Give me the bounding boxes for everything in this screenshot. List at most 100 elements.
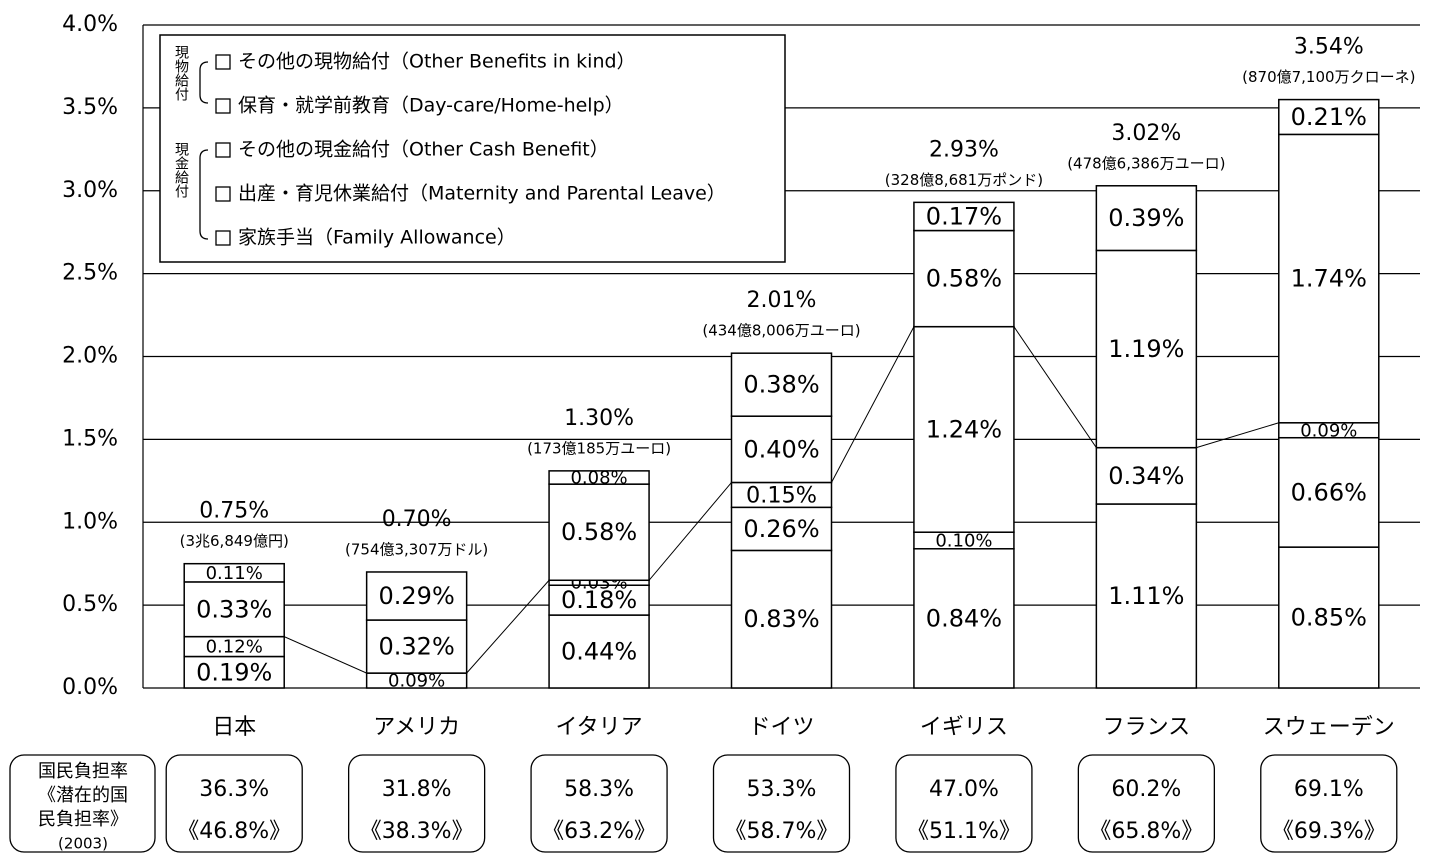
y-tick-label: 2.5% (62, 261, 118, 286)
segment-label: 0.08% (570, 467, 627, 488)
x-tick-label: ドイツ (748, 715, 814, 740)
burden-label: 民負担率》 (38, 809, 128, 830)
legend-swatch (215, 54, 231, 70)
bar-segment (548, 614, 650, 689)
bar-segment (1095, 446, 1198, 505)
y-tick-label: 3.0% (62, 178, 118, 203)
y-tick-label: 0.0% (62, 675, 118, 700)
burden-value: 31.8% (382, 777, 452, 802)
segment-label: 0.39% (1108, 204, 1184, 232)
legend-swatch (215, 230, 231, 246)
burden-label: 国民負担率 (38, 761, 128, 782)
amount-label: (870億7,100万クローネ) (1242, 68, 1415, 86)
segment-label: 0.17% (926, 202, 1002, 230)
legend-brace (199, 149, 209, 240)
burden-label: 《潜在的国 (38, 785, 128, 806)
legend-label: その他の現金給付（Other Cash Benefit） (238, 139, 609, 161)
bars: 0.19%0.12% 0.33% 0.11% 0.75% (3兆6,849億円) 日本 0.… (180, 35, 1416, 740)
burden-box (895, 754, 1033, 853)
segment-label: 0.18% (561, 586, 637, 614)
y-tick-label: 1.5% (62, 426, 118, 451)
legend-box (159, 34, 786, 263)
legend-brace (199, 61, 209, 104)
bar-segment (548, 470, 650, 485)
burden-label-box (9, 754, 156, 853)
connector-line (184, 326, 1379, 674)
segment-label: 0.32% (379, 633, 455, 661)
bar-segment (913, 548, 1015, 689)
bar-segment (548, 584, 650, 616)
burden-box (165, 754, 303, 853)
amount-label: (328億8,681万ポンド) (885, 171, 1043, 189)
potential-burden-value: 《63.2%》 (542, 819, 656, 844)
segment-label: 0.58% (926, 265, 1002, 293)
bar-segment (730, 481, 833, 509)
segment-label: 0.38% (743, 371, 819, 399)
total-label: 2.01% (747, 288, 817, 313)
legend-swatch (215, 186, 231, 202)
potential-burden-value: 《38.3%》 (360, 819, 474, 844)
segment-label: 0.15% (746, 482, 817, 508)
bar-segment (1095, 503, 1198, 689)
legend-label: その他の現物給付（Other Benefits in kind） (238, 51, 636, 73)
amount-label: (754億3,307万ドル) (345, 540, 488, 558)
bar-segment (548, 483, 650, 582)
bar-segment (913, 201, 1015, 232)
y-tick-label: 0.5% (62, 592, 118, 617)
bar-segment (365, 619, 468, 674)
x-tick-label: アメリカ (373, 715, 460, 740)
legend: その他の現物給付（Other Benefits in kind） 保育・就学前教育… (159, 34, 786, 263)
legend-label: 保育・就学前教育（Day-care/Home-help） (238, 95, 624, 117)
segment-label: 0.26% (743, 515, 819, 543)
legend-label: 家族手当（Family Allowance） (238, 227, 516, 249)
x-tick-label: スウェーデン (1263, 715, 1395, 740)
potential-burden-value: 《69.3%》 (1272, 819, 1386, 844)
amount-label: (3兆6,849億円) (180, 532, 289, 550)
bar-segment (730, 352, 833, 417)
potential-burden-value: 《58.7%》 (725, 819, 839, 844)
bar-segment (1095, 249, 1198, 449)
segment-label: 0.44% (561, 638, 637, 666)
segment-label: 0.34% (1108, 462, 1184, 490)
bar-segment (730, 549, 833, 689)
potential-burden-value: 《46.8%》 (177, 819, 291, 844)
segment-label: 0.10% (935, 530, 992, 551)
segment-label: 0.58% (561, 518, 637, 546)
bar-segment (365, 571, 468, 621)
legend-group: 現金給付 (173, 142, 189, 199)
potential-burden-value: 《51.1%》 (907, 819, 1021, 844)
total-label: 0.70% (382, 507, 452, 532)
x-tick-label: イギリス (920, 715, 1008, 740)
burden-value: 36.3% (199, 777, 269, 802)
burden-value: 69.1% (1294, 777, 1364, 802)
total-label: 3.54% (1294, 35, 1364, 60)
segment-label: 0.09% (1300, 420, 1357, 441)
bar-segment (913, 229, 1015, 328)
segment-label: 0.29% (379, 582, 455, 610)
amount-label: (173億185万ユーロ) (527, 439, 671, 457)
segment-label: 0.11% (206, 563, 263, 584)
segment-label: 0.84% (926, 604, 1002, 632)
potential-burden-value: 《65.8%》 (1089, 819, 1203, 844)
segment-label: 1.74% (1291, 265, 1367, 293)
bar-segment (1095, 185, 1198, 252)
y-tick-label: 1.0% (62, 509, 118, 534)
burden-label: (2003) (58, 835, 108, 853)
burden-box (1077, 754, 1216, 853)
total-label: 2.93% (929, 137, 999, 162)
burden-value: 47.0% (929, 777, 999, 802)
bar-segment (1278, 436, 1380, 548)
segment-label: 0.33% (196, 595, 272, 623)
legend-swatch (215, 142, 231, 158)
segment-label: 0.12% (206, 637, 263, 658)
segment-label: 1.24% (926, 415, 1002, 443)
bar-segment (1278, 546, 1380, 689)
x-tick-label: フランス (1103, 715, 1191, 740)
total-label: 1.30% (564, 406, 634, 431)
bar-segment (183, 562, 285, 583)
total-label: 3.02% (1111, 121, 1181, 146)
x-tick-label: イタリア (556, 715, 643, 740)
y-tick-label: 3.5% (62, 95, 118, 120)
